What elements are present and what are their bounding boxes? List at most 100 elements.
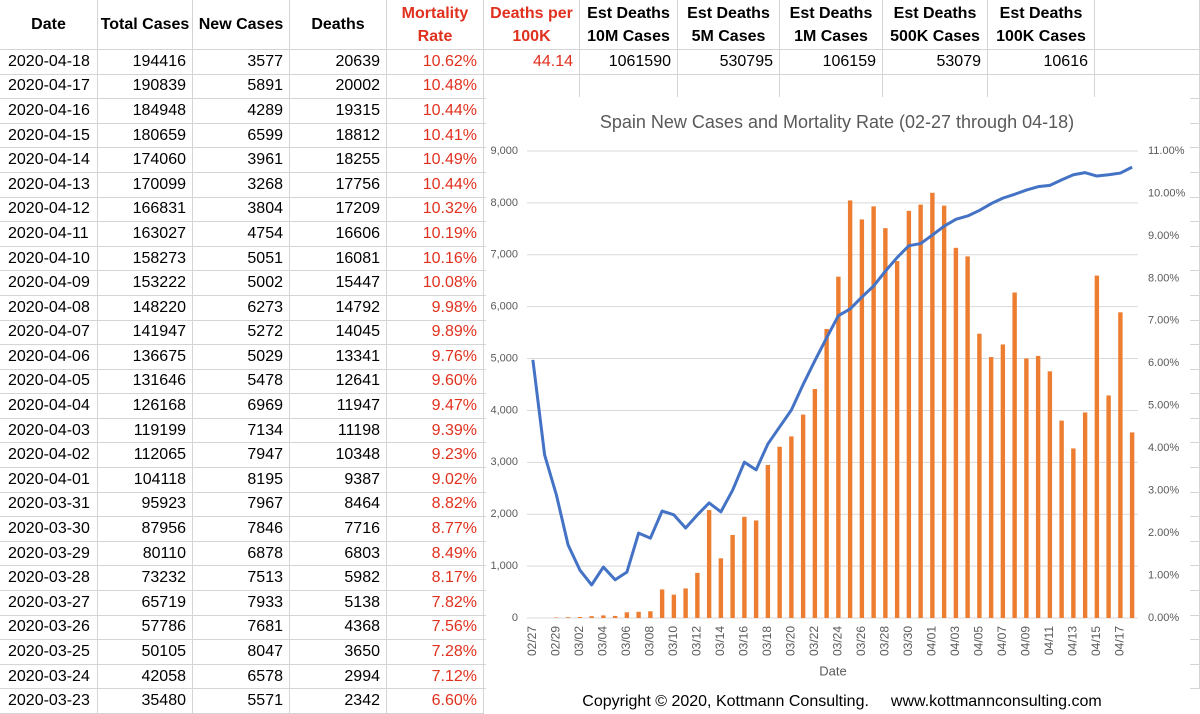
table-cell: 5272 — [193, 320, 290, 346]
table-cell: 9.02% — [387, 468, 484, 493]
table-cell: 10.44% — [387, 99, 484, 124]
x-tick-label: 03/14 — [713, 626, 727, 656]
x-tick-label: 04/11 — [1042, 626, 1056, 655]
table-cell: 2342 — [290, 689, 387, 714]
bar — [1047, 371, 1053, 618]
table-cell: 5891 — [193, 74, 290, 100]
table-cell — [580, 74, 678, 100]
y-tick-label: 3,000 — [490, 456, 518, 468]
bar — [1106, 395, 1111, 618]
bar — [648, 611, 653, 618]
bar — [624, 612, 630, 618]
table-cell — [678, 74, 780, 100]
table-cell: 10.41% — [387, 123, 484, 149]
table-cell: 2020-04-13 — [0, 172, 98, 198]
table-cell: 119199 — [98, 418, 193, 444]
bar — [812, 389, 818, 618]
table-cell: 35480 — [98, 689, 193, 714]
x-axis-label: Date — [819, 663, 846, 678]
table-cell: 7933 — [193, 591, 290, 616]
x-tick-label: 04/03 — [948, 626, 962, 656]
table-cell: 16081 — [290, 246, 387, 272]
table-cell: 2020-04-05 — [0, 369, 98, 395]
header-cell: Est Deaths 100K Cases — [988, 0, 1095, 50]
table-cell: 10.16% — [387, 246, 484, 272]
table-cell: 10.49% — [387, 148, 484, 173]
table-cell: 4754 — [193, 222, 290, 247]
table-cell: 153222 — [98, 271, 193, 296]
y-tick-label: 0 — [512, 612, 518, 624]
bar — [859, 219, 865, 618]
header-cell: Est Deaths 1M Cases — [780, 0, 883, 50]
bar — [765, 464, 771, 618]
y-tick-label: 1,000 — [490, 560, 518, 572]
table-cell: 10616 — [988, 50, 1095, 75]
table-cell: 44.14 — [484, 50, 580, 75]
x-tick-label: 03/30 — [901, 626, 915, 656]
table-cell: 2020-03-25 — [0, 640, 98, 665]
bar — [1000, 344, 1006, 618]
bar — [706, 510, 712, 618]
bar — [1082, 412, 1088, 618]
bar — [718, 558, 724, 618]
bar — [730, 534, 735, 618]
table-cell: 8195 — [193, 468, 290, 493]
y2-tick-label: 4.00% — [1148, 442, 1179, 454]
table-cell: 3804 — [193, 197, 290, 223]
bar — [977, 333, 982, 618]
table-cell: 14045 — [290, 320, 387, 346]
table-cell: 4368 — [290, 615, 387, 641]
x-tick-label: 04/05 — [972, 626, 986, 656]
table-cell: 2020-04-03 — [0, 418, 98, 444]
table-cell: 16606 — [290, 222, 387, 247]
table-cell: 6969 — [193, 394, 290, 419]
table-cell: 57786 — [98, 615, 193, 641]
line — [531, 165, 1133, 587]
y-tick-label: 6,000 — [490, 301, 518, 313]
x-tick-label: 03/28 — [878, 626, 892, 656]
table-cell: 17756 — [290, 172, 387, 198]
table-cell: 104118 — [98, 468, 193, 493]
table-cell: 73232 — [98, 566, 193, 592]
table-cell: 112065 — [98, 443, 193, 469]
table-cell: 2020-04-12 — [0, 197, 98, 223]
bar — [589, 616, 594, 618]
table-cell: 2020-04-10 — [0, 246, 98, 272]
y2-tick-label: 8.00% — [1148, 272, 1179, 284]
header-cell: Date — [0, 0, 98, 50]
x-tick-label: 03/12 — [690, 626, 704, 656]
y-tick-label: 9,000 — [490, 145, 518, 157]
table-cell: 20639 — [290, 50, 387, 75]
x-tick-label: 04/13 — [1066, 626, 1080, 656]
table-cell: 9.76% — [387, 345, 484, 370]
table-cell: 20002 — [290, 74, 387, 100]
bar — [753, 520, 759, 618]
table-cell: 2020-04-18 — [0, 50, 98, 75]
table-cell: 7967 — [193, 492, 290, 518]
x-tick-label: 03/08 — [643, 626, 657, 656]
table-cell: 3577 — [193, 50, 290, 75]
table-cell: 7681 — [193, 615, 290, 641]
table-cell: 136675 — [98, 345, 193, 370]
x-tick-label: 03/26 — [854, 626, 868, 656]
bar — [1035, 355, 1041, 618]
table-cell: 10.19% — [387, 222, 484, 247]
table-cell: 3961 — [193, 148, 290, 173]
table-cell: 194416 — [98, 50, 193, 75]
bar — [918, 204, 923, 618]
bar — [1118, 312, 1123, 618]
table-cell: 7.12% — [387, 664, 484, 690]
table-cell: 5051 — [193, 246, 290, 272]
bar — [742, 516, 747, 618]
x-tick-label: 03/16 — [737, 626, 751, 656]
bar — [1094, 275, 1100, 618]
table-cell: 2020-03-30 — [0, 517, 98, 542]
x-tick-label: 03/22 — [807, 626, 821, 656]
y2-tick-label: 5.00% — [1148, 400, 1179, 412]
table-cell: 7134 — [193, 418, 290, 444]
copyright: Copyright © 2020, Kottmann Consulting. — [582, 692, 869, 710]
table-cell: 14792 — [290, 295, 387, 321]
table-cell: 2020-04-11 — [0, 222, 98, 247]
table-cell: 80110 — [98, 541, 193, 567]
table-cell: 8464 — [290, 492, 387, 518]
